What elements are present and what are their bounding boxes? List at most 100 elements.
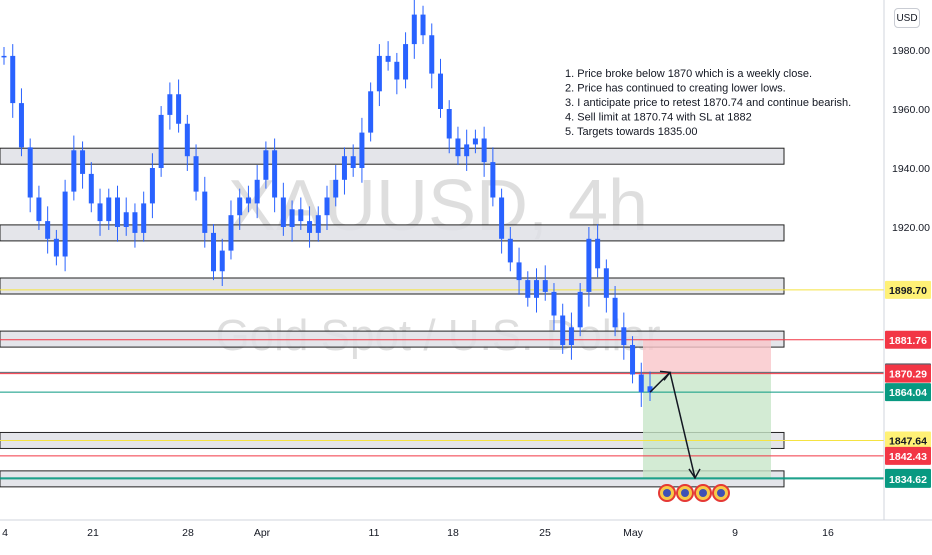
price-badge-label: 1864.04 [889, 387, 927, 399]
candle-body [490, 162, 496, 198]
candle-body [429, 35, 435, 74]
candle-body [376, 55, 382, 92]
price-badge-label: 1842.43 [889, 451, 927, 463]
candle-body [45, 221, 51, 239]
candle-body [228, 215, 234, 251]
price-badge [885, 383, 931, 402]
analysis-note[interactable]: 2. Price has continued to creating lower… [565, 83, 786, 95]
candle-body [141, 203, 147, 233]
stop-loss-zone[interactable] [643, 339, 771, 373]
x-tick-label: 16 [822, 527, 834, 539]
x-tick-label: 25 [539, 527, 551, 539]
candle-body [577, 291, 583, 328]
event-flag-icon-inner [699, 489, 707, 497]
candle-body [630, 345, 636, 375]
price-scale[interactable] [884, 0, 932, 550]
x-tick-label: 4 [2, 527, 8, 539]
candle-body [368, 91, 374, 133]
candle-body [71, 150, 77, 192]
support-resistance-zone[interactable] [0, 330, 785, 348]
price-badge-label: 1898.70 [889, 285, 927, 297]
candle-body [211, 232, 217, 272]
candle-body [499, 197, 505, 239]
candle-body [307, 221, 313, 233]
price-badge [885, 364, 931, 383]
candle-body [333, 179, 339, 198]
candle-body [341, 156, 347, 180]
candle-body [254, 179, 260, 204]
candle-body [437, 73, 443, 109]
projection-arrow-down[interactable] [669, 372, 696, 479]
event-flag-icon-inner [681, 489, 689, 497]
price-badge [885, 446, 931, 465]
y-tick-label: 1940.00 [892, 163, 930, 175]
candle-body [403, 44, 409, 80]
candle-body [36, 197, 42, 222]
candle-body [149, 168, 155, 204]
y-tick-label: 1980.00 [892, 45, 930, 57]
candle-body [411, 14, 417, 45]
price-badge-label: 1870.29 [889, 369, 927, 381]
candle-body [10, 55, 16, 104]
candle-body [420, 14, 426, 36]
candle-body [176, 94, 182, 124]
support-resistance-zone[interactable] [0, 277, 785, 295]
take-profit-zone[interactable] [643, 372, 771, 478]
candle-body [237, 197, 243, 216]
candle-body [298, 209, 304, 222]
analysis-note[interactable]: 4. Sell limit at 1870.74 with SL at 1882 [565, 112, 752, 124]
candle-body [638, 374, 644, 393]
candle-body [481, 138, 487, 163]
candle-body [472, 138, 478, 145]
y-tick-label: 1960.00 [892, 104, 930, 116]
candle-body [394, 61, 400, 80]
candle-body [158, 114, 164, 168]
candle-body [184, 123, 190, 157]
candle-body [350, 156, 356, 168]
candle-body [603, 268, 609, 298]
candle-body [1, 55, 7, 58]
analysis-note[interactable]: 3. I anticipate price to retest 1870.74 … [565, 97, 851, 109]
candle-body [80, 150, 86, 174]
analysis-note[interactable]: 1. Price broke below 1870 which is a wee… [565, 68, 812, 80]
price-badge-label: 1834.62 [889, 474, 927, 486]
price-badge [885, 469, 931, 488]
x-tick-label: May [623, 527, 644, 539]
candle-body [359, 132, 365, 168]
event-flag-icon-inner [663, 489, 671, 497]
candle-body [114, 197, 120, 227]
candle-body [53, 238, 59, 257]
candle-body [202, 191, 208, 233]
event-flag-icon-inner [717, 489, 725, 497]
candle-body [464, 144, 470, 157]
time-scale[interactable] [0, 520, 932, 550]
candle-body [647, 386, 653, 393]
price-badge [885, 431, 931, 450]
price-badge-label: 1881.76 [889, 335, 927, 347]
price-badge [885, 330, 931, 349]
candle-body [507, 238, 513, 263]
arrow-head [688, 468, 701, 480]
support-resistance-zone[interactable] [0, 224, 785, 242]
x-tick-label: 11 [369, 527, 380, 539]
candle-body [612, 297, 618, 328]
x-tick-label: Apr [254, 527, 271, 539]
candle-body [280, 197, 286, 227]
candle-body [525, 280, 531, 298]
currency-button[interactable]: USD [894, 8, 920, 28]
candle-body [219, 250, 225, 272]
support-resistance-zone[interactable] [0, 147, 785, 165]
y-tick-label: 1920.00 [892, 222, 930, 234]
candle-body [289, 209, 295, 227]
candle-body [245, 197, 251, 204]
candle-body [123, 212, 129, 227]
candle-body [446, 109, 452, 139]
candle-body [516, 262, 522, 281]
candle-body [621, 327, 627, 345]
x-tick-label: 9 [732, 527, 738, 539]
candle-body [132, 212, 138, 233]
analysis-note[interactable]: 5. Targets towards 1835.00 [565, 126, 698, 138]
x-tick-label: 21 [87, 527, 99, 539]
